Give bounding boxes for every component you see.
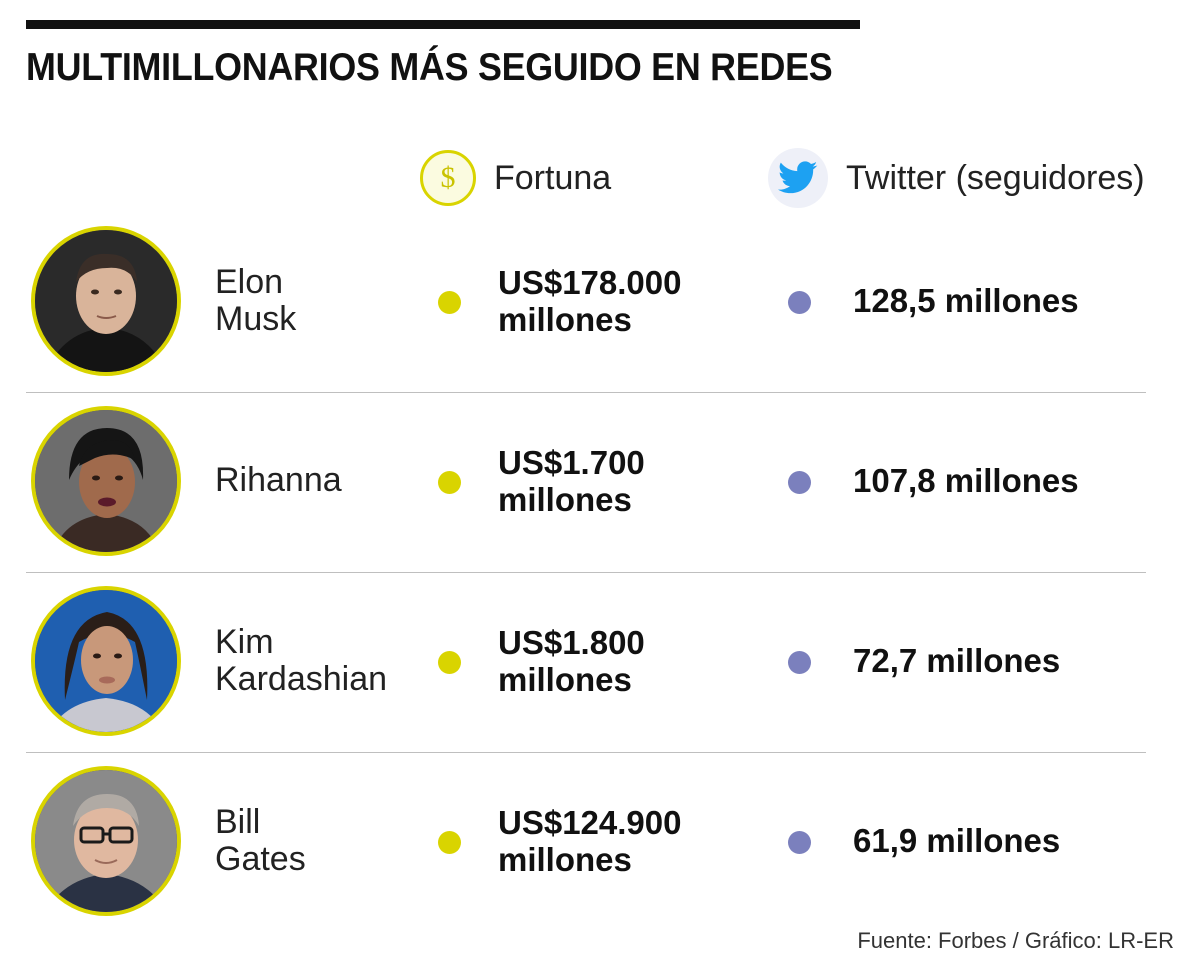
fortune-value: US$1.800 millones [498,624,645,698]
top-rule [26,20,860,29]
person-row: Kim Kardashian US$1.800 millones 72,7 mi… [0,572,1200,752]
fortune-dot [438,471,461,494]
twitter-dot [788,471,811,494]
twitter-dot [788,291,811,314]
kim-kardashian-photo [31,586,181,736]
person-name: Elon Musk [215,263,297,338]
twitter-bird-icon [768,148,828,208]
fortune-value: US$124.900 millones [498,804,682,878]
twitter-followers-value: 72,7 millones [853,642,1061,679]
twitter-dot [788,651,811,674]
twitter-column-header: Twitter (seguidores) [768,148,1145,208]
fortune-column-label: Fortuna [494,158,612,197]
fortune-value: US$178.000 millones [498,264,682,338]
fortune-value: US$1.700 millones [498,444,645,518]
person-row: Rihanna US$1.700 millones 107,8 millones [0,392,1200,572]
twitter-followers-value: 107,8 millones [853,462,1079,499]
fortune-dot [438,651,461,674]
row-divider [26,752,1146,753]
person-name: Kim Kardashian [215,623,388,698]
fortune-column-header: $ Fortuna [420,148,611,208]
person-name: Bill Gates [215,803,306,878]
elon-musk-photo [31,226,181,376]
person-name: Rihanna [215,461,342,499]
fortune-dot [438,291,461,314]
rihanna-photo [31,406,181,556]
twitter-dot [788,831,811,854]
person-row: Elon Musk US$178.000 millones 128,5 mill… [0,212,1200,392]
bill-gates-photo [31,766,181,916]
twitter-column-label: Twitter (seguidores) [846,158,1145,197]
source-credit: Fuente: Forbes / Gráfico: LR-ER [857,928,1174,953]
fortune-dot [438,831,461,854]
page-title: MULTIMILLONARIOS MÁS SEGUIDO EN REDES [26,46,833,89]
row-divider [26,572,1146,573]
twitter-followers-value: 61,9 millones [853,822,1061,859]
dollar-icon: $ [420,150,476,206]
twitter-followers-value: 128,5 millones [853,282,1079,319]
person-row: Bill Gates US$124.900 millones 61,9 mill… [0,752,1200,932]
row-divider [26,392,1146,393]
